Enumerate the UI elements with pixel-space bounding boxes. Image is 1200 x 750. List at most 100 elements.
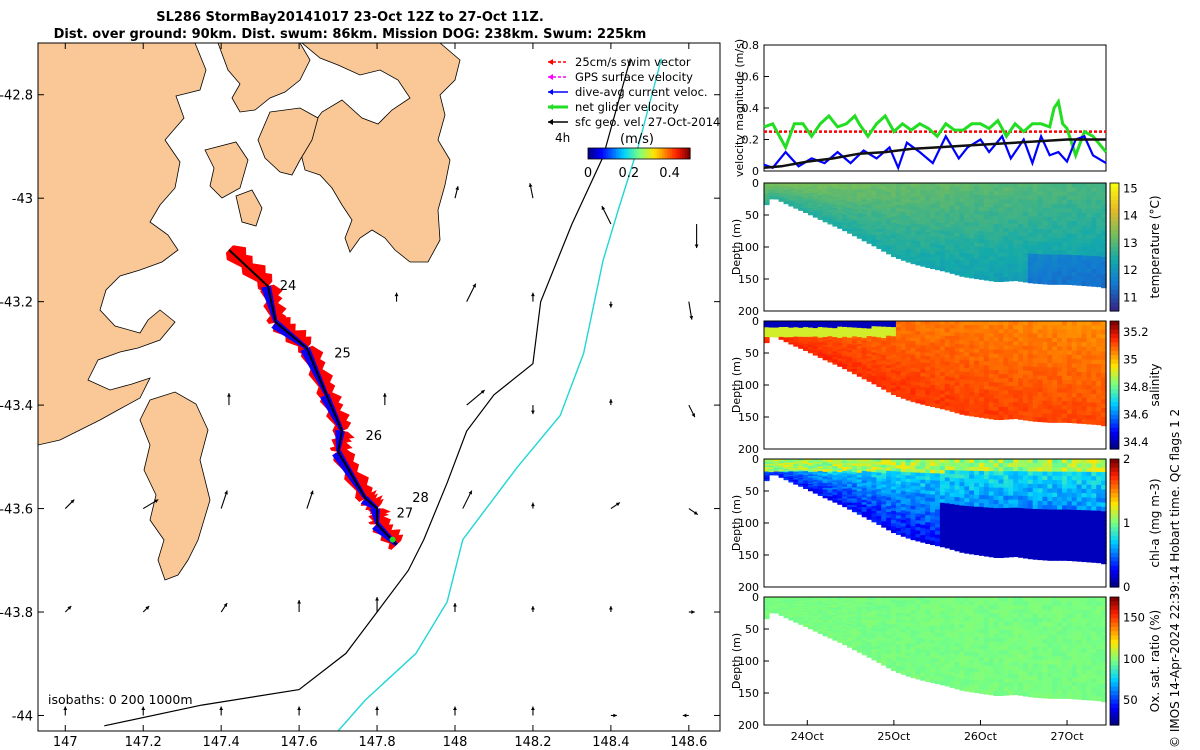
profile-cell xyxy=(925,352,931,357)
profile-cell xyxy=(974,258,980,264)
profile-cell xyxy=(847,224,853,228)
profile-cell xyxy=(983,235,990,241)
profile-cell xyxy=(847,502,853,506)
profile-cell xyxy=(1052,413,1058,419)
profile-cell xyxy=(891,354,897,359)
profile-cell xyxy=(1052,375,1058,381)
current-vector-arrow xyxy=(601,205,612,225)
profile-cell xyxy=(1071,280,1078,286)
profile-cell xyxy=(817,331,824,334)
profile-cell xyxy=(812,470,819,473)
profile-cell xyxy=(1013,361,1019,367)
profile-cell xyxy=(861,183,868,187)
colorbar-tick-label: 0 xyxy=(584,166,592,181)
profile-cell xyxy=(778,464,785,466)
profile-cell xyxy=(827,465,834,469)
profile-cell xyxy=(807,326,814,329)
profile-cell xyxy=(978,227,985,232)
profile-cell xyxy=(925,401,931,406)
profile-cell xyxy=(998,491,1005,497)
profile-cell xyxy=(915,251,922,256)
profile-cell xyxy=(881,183,887,187)
profile-cell xyxy=(783,475,790,477)
profile-cell xyxy=(842,212,848,216)
profile-cell xyxy=(910,331,917,336)
profile-cell xyxy=(1042,195,1049,201)
legend-swatch-arrowhead xyxy=(548,104,553,110)
profile-cell xyxy=(866,215,873,219)
profile-cell xyxy=(964,214,970,219)
profile-cell xyxy=(905,186,912,191)
profile-cell xyxy=(842,364,848,368)
profile-cell xyxy=(988,373,995,379)
profile-cell xyxy=(1013,467,1019,472)
profile-cell xyxy=(798,481,804,484)
profile-cell xyxy=(1086,272,1093,278)
profile-cell xyxy=(978,547,985,552)
profile-cell xyxy=(822,211,829,215)
profile-cell xyxy=(827,189,834,193)
profile-cell xyxy=(915,237,922,242)
profile-cell xyxy=(978,463,985,468)
profile-cell xyxy=(930,459,936,464)
profile-cell xyxy=(988,191,995,196)
profile-cell xyxy=(1057,233,1063,239)
profile-cell xyxy=(1032,396,1039,401)
profile-cell xyxy=(1066,380,1073,386)
profile-cell xyxy=(812,463,819,466)
profile-cell xyxy=(764,327,770,329)
profile-cell xyxy=(886,385,892,390)
profile-cell xyxy=(822,357,829,361)
profile-cell xyxy=(1018,195,1024,201)
profile-cell xyxy=(1037,413,1044,418)
profile-cell xyxy=(905,373,912,378)
profile-cell xyxy=(807,344,814,347)
profile-cell xyxy=(817,210,824,213)
profile-cell xyxy=(969,230,975,235)
profile-cell xyxy=(998,390,1005,396)
profile-cell xyxy=(847,348,853,351)
profile-cell xyxy=(983,243,990,249)
profile-cell xyxy=(978,503,985,508)
profile-cell xyxy=(881,228,887,232)
profile-cell xyxy=(1081,384,1088,390)
profile-cell xyxy=(764,183,770,185)
profile-cell xyxy=(988,183,995,188)
profile-colorbar-swatch xyxy=(1110,367,1119,373)
profile-cell xyxy=(983,495,990,501)
profile-cell xyxy=(793,189,799,191)
profile-cell xyxy=(881,352,887,356)
profile-cell xyxy=(1008,337,1014,343)
profile-cell xyxy=(1066,346,1073,352)
profile-cell xyxy=(1086,393,1093,399)
profile-cell xyxy=(905,183,912,187)
profile-cell xyxy=(1091,225,1097,231)
profile-cell xyxy=(978,369,985,374)
profile-cell xyxy=(783,462,790,464)
profile-cell xyxy=(1091,204,1097,210)
profile-cell xyxy=(920,338,926,343)
profile-cell xyxy=(939,513,946,519)
colorbar-unit-label: (m/s) xyxy=(620,132,654,147)
profile-cell xyxy=(842,216,848,220)
profile-cell xyxy=(1013,329,1019,334)
profile-cell xyxy=(891,504,897,509)
profile-cell xyxy=(905,189,912,194)
profile-cell xyxy=(876,240,882,244)
profile-cell xyxy=(1091,411,1097,417)
profile-cell xyxy=(793,462,799,464)
profile-cell xyxy=(939,331,946,337)
colorbar-swatch xyxy=(677,148,681,159)
profile-cell xyxy=(959,459,966,464)
profile-cell xyxy=(876,193,882,198)
profile-cell xyxy=(788,476,795,478)
profile-cell xyxy=(886,185,892,190)
profile-cell xyxy=(778,322,785,324)
profile-cell xyxy=(949,231,956,237)
profile-cell xyxy=(764,473,770,475)
profile-cell xyxy=(866,336,873,340)
profile-cell xyxy=(832,344,838,347)
profile-cell xyxy=(871,183,878,187)
profile-cell xyxy=(764,337,770,340)
profile-cell xyxy=(891,477,897,482)
